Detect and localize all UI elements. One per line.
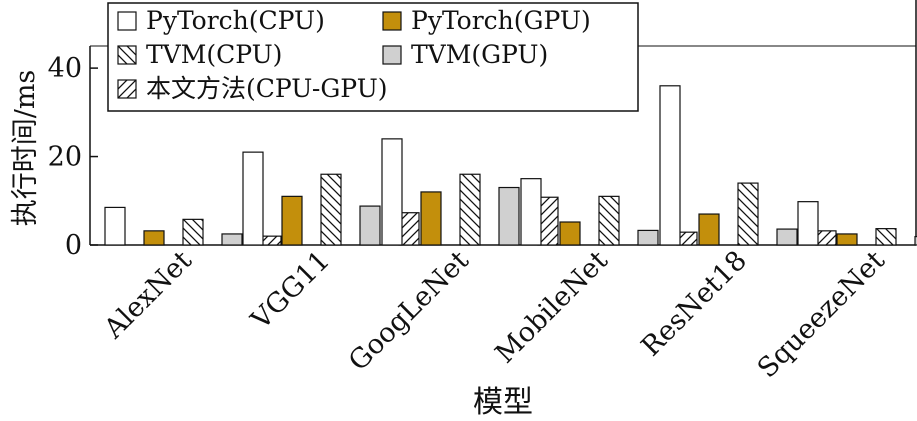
x-tick-label: AlexNet	[98, 245, 198, 345]
x-tick-label: VGG11	[245, 245, 336, 336]
bar-alexnet-2	[182, 218, 204, 246]
bar-alexnet-1	[143, 230, 165, 246]
y-tick-label: 40	[48, 53, 82, 84]
bar-mobilenet-2	[598, 195, 620, 246]
bar-squeezenet-1	[836, 233, 858, 246]
bar-googlenet-1	[420, 191, 442, 246]
bar-alexnet-0	[104, 206, 126, 246]
bar-squeezenet-3	[914, 235, 917, 246]
x-tick-label: ResNet18	[636, 245, 753, 362]
bar-googlenet-3	[498, 186, 520, 246]
bar-vgg11-2	[320, 173, 342, 246]
legend-swatch	[382, 45, 402, 65]
bar-resnet18-0	[659, 85, 681, 246]
x-tick-label: SqueezeNet	[752, 245, 891, 384]
bar-mobilenet-0	[520, 178, 542, 246]
bar-squeezenet-0	[797, 201, 819, 246]
legend-label: PyTorch(CPU)	[146, 6, 325, 35]
x-tick-label: MobileNet	[490, 245, 614, 369]
bar-mobilenet-1	[559, 221, 581, 246]
y-tick-label: 0	[65, 230, 82, 261]
legend-label: 本文方法(CPU-GPU)	[146, 74, 388, 103]
bar-resnet18-4	[815, 230, 837, 246]
bar-resnet18-3	[776, 228, 798, 246]
bar-resnet18-2	[737, 182, 759, 246]
bar-googlenet-2	[459, 173, 481, 246]
bar-squeezenet-2	[875, 228, 897, 246]
legend: PyTorch(CPU) PyTorch(GPU) TVM(CPU) TVM(GPU)…	[107, 2, 639, 112]
legend-box	[107, 2, 639, 112]
legend-swatch	[117, 11, 137, 31]
bar-resnet18-1	[698, 213, 720, 246]
bar-vgg11-0	[242, 151, 264, 246]
bar-alexnet-4	[260, 235, 282, 246]
bar-alexnet-3	[221, 233, 243, 246]
legend-swatch	[117, 45, 137, 65]
y-tick-label: 20	[48, 142, 82, 173]
legend-label: TVM(CPU)	[146, 40, 282, 69]
legend-label: PyTorch(GPU)	[411, 6, 591, 35]
legend-swatch	[382, 11, 402, 31]
bar-googlenet-0	[381, 138, 403, 246]
bar-mobilenet-3	[637, 229, 659, 246]
legend-swatch	[117, 79, 137, 99]
x-axis-title: 模型	[473, 385, 533, 420]
bar-vgg11-3	[359, 205, 381, 246]
bar-vgg11-1	[281, 195, 303, 246]
y-axis-title: 执行时间/ms	[10, 70, 41, 227]
legend-label: TVM(GPU)	[411, 40, 548, 69]
x-tick-label: GoogLeNet	[343, 245, 475, 377]
